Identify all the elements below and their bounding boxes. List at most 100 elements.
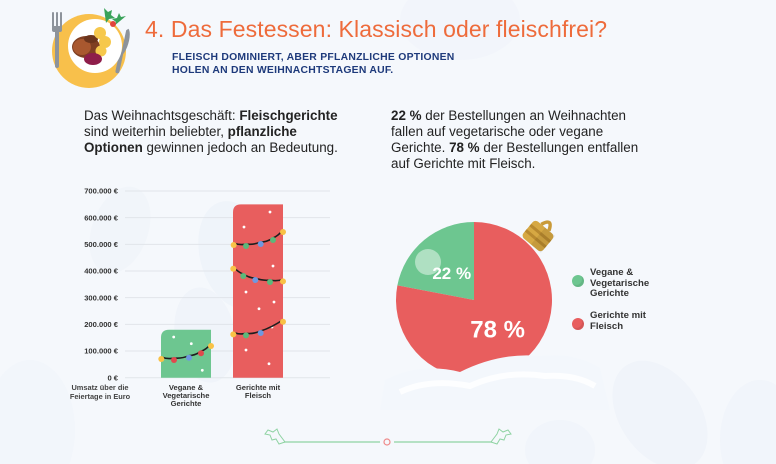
pie-data-label: 22 % (432, 264, 471, 283)
snow-dot (271, 264, 275, 268)
text-line: 22 % der Bestellungen an Weihnachten (391, 108, 638, 124)
christmas-light (243, 243, 249, 250)
holly-divider (264, 428, 512, 446)
roast-icon (72, 35, 100, 58)
text-run-bold: 22 % (391, 108, 422, 123)
snow-dot (172, 335, 176, 339)
y-axis-title: Umsatz über die Feiertage in Euro (69, 383, 131, 401)
ornament-highlight (415, 249, 441, 275)
y-tick-label: 0 € (107, 373, 118, 382)
text-run: Gerichte. (391, 140, 450, 155)
christmas-light (208, 342, 214, 349)
bar (161, 329, 211, 378)
bar (233, 204, 283, 378)
potatoes-icon (94, 27, 111, 57)
legend-label: Gerichte mit Fleisch (590, 310, 646, 332)
y-tick-label: 600.000 € (84, 213, 119, 222)
page-title: 4. Das Festessen: Klassisch oder fleisch… (145, 16, 608, 42)
x-category-label: Gerichte mit Fleisch (235, 383, 281, 400)
snow-drift (380, 355, 610, 410)
legend-label: Vegane & Vegetarische Gerichte (590, 267, 650, 299)
christmas-light (280, 318, 286, 325)
pie-data-label: 78 % (470, 317, 525, 344)
text-line: sind weiterhin beliebter, pflanzliche (84, 124, 338, 140)
christmas-light (158, 355, 165, 362)
christmas-light (270, 237, 276, 244)
christmas-light (252, 277, 259, 284)
snow-dot (272, 300, 276, 304)
ornament-cap-icon (522, 220, 556, 253)
bar-group (158, 329, 214, 378)
text-run-bold: 78 % (449, 140, 480, 155)
christmas-light (230, 242, 237, 249)
holly-leaf-left-icon (264, 428, 286, 445)
christmas-light (171, 356, 177, 363)
snow-dot (189, 342, 193, 346)
christmas-light (243, 332, 249, 339)
christmas-light (186, 354, 192, 361)
holly-leaf-right-icon (490, 428, 512, 445)
y-tick-label: 700.000 € (84, 187, 119, 196)
snow-dot (244, 290, 248, 294)
bar-chart: 0 € 100.000 € 200.000 € 300.000 € 400.000 € 5… (84, 187, 330, 382)
text-line: Gerichte. 78 % der Bestellungen entfalle… (391, 140, 638, 156)
text-run-bold: pflanzliche (227, 124, 297, 139)
christmas-light (257, 330, 264, 337)
knife-icon (115, 28, 130, 74)
text-run: Das Weihnachtsgeschäft: (84, 108, 240, 123)
snow-dot (257, 307, 261, 311)
text-run: auf Gerichte mit Fleisch. (391, 156, 536, 171)
page-subtitle: FLEISCH DOMINIERT, ABER PFLANZLICHE OPTI… (172, 51, 455, 77)
legend-dot-meat (572, 318, 584, 330)
snow-dot (267, 362, 271, 366)
snow-drift-highlight (398, 371, 597, 395)
christmas-light (280, 229, 286, 236)
text-run: sind weiterhin beliebter, (84, 124, 228, 139)
christmas-light (280, 278, 286, 285)
fork-icon (52, 12, 62, 68)
intro-left-text: Das Weihnachtsgeschäft: Fleischgerichte s… (84, 108, 338, 156)
pie-chart: 22 % 78 % (380, 220, 610, 410)
y-tick-label: 100.000 € (84, 347, 119, 356)
text-run: fallen auf vegetarische oder vegane (391, 124, 604, 139)
holly-icon (104, 8, 126, 27)
christmas-light (230, 265, 237, 272)
text-line: Optionen gewinnen jedoch an Bedeutung. (84, 140, 338, 156)
snow-dot (268, 210, 272, 214)
christmas-light (240, 273, 247, 280)
legend-dot-vegan (572, 275, 584, 287)
text-run-bold: Optionen (84, 140, 143, 155)
christmas-light (230, 331, 237, 338)
text-run: der Bestellungen an Weihnachten (421, 108, 627, 123)
pie-slice (395, 222, 553, 378)
text-run: der Bestellungen entfallen (479, 140, 639, 155)
legend-item-vegan: Vegane & Vegetarische Gerichte (572, 267, 650, 300)
text-run: gewinnen jedoch an Bedeutung. (142, 140, 338, 155)
snow-dot (244, 348, 248, 352)
legend-item-meat: Gerichte mit Fleisch (572, 310, 646, 332)
garland-wire (233, 319, 284, 335)
x-category-label: Vegane & Vegetarische Gerichte (162, 383, 210, 408)
christmas-light (198, 350, 204, 357)
text-line: auf Gerichte mit Fleisch. (391, 156, 638, 172)
y-tick-label: 200.000 € (84, 320, 119, 329)
festive-plate-icon (52, 8, 130, 88)
christmas-light (257, 241, 264, 248)
text-line: Das Weihnachtsgeschäft: Fleischgerichte (84, 108, 338, 124)
bar-group (230, 204, 286, 378)
red-cabbage-icon (84, 53, 102, 65)
christmas-light (267, 279, 273, 286)
y-tick-label: 400.000 € (84, 267, 119, 276)
subtitle-line: FLEISCH DOMINIERT, ABER PFLANZLICHE OPTI… (172, 52, 455, 63)
text-run-bold: Fleischgerichte (239, 108, 338, 123)
y-tick-label: 500.000 € (84, 240, 119, 249)
snow-dot (200, 368, 204, 372)
intro-right-text: 22 % der Bestellungen an Weihnachten fall… (391, 108, 638, 172)
pie-slice (397, 222, 474, 300)
y-tick-label: 300.000 € (84, 293, 119, 302)
text-line: fallen auf vegetarische oder vegane (391, 124, 638, 140)
subtitle-line: HOLEN AN DEN WEIHNACHTSTAGEN AUF. (172, 65, 394, 76)
